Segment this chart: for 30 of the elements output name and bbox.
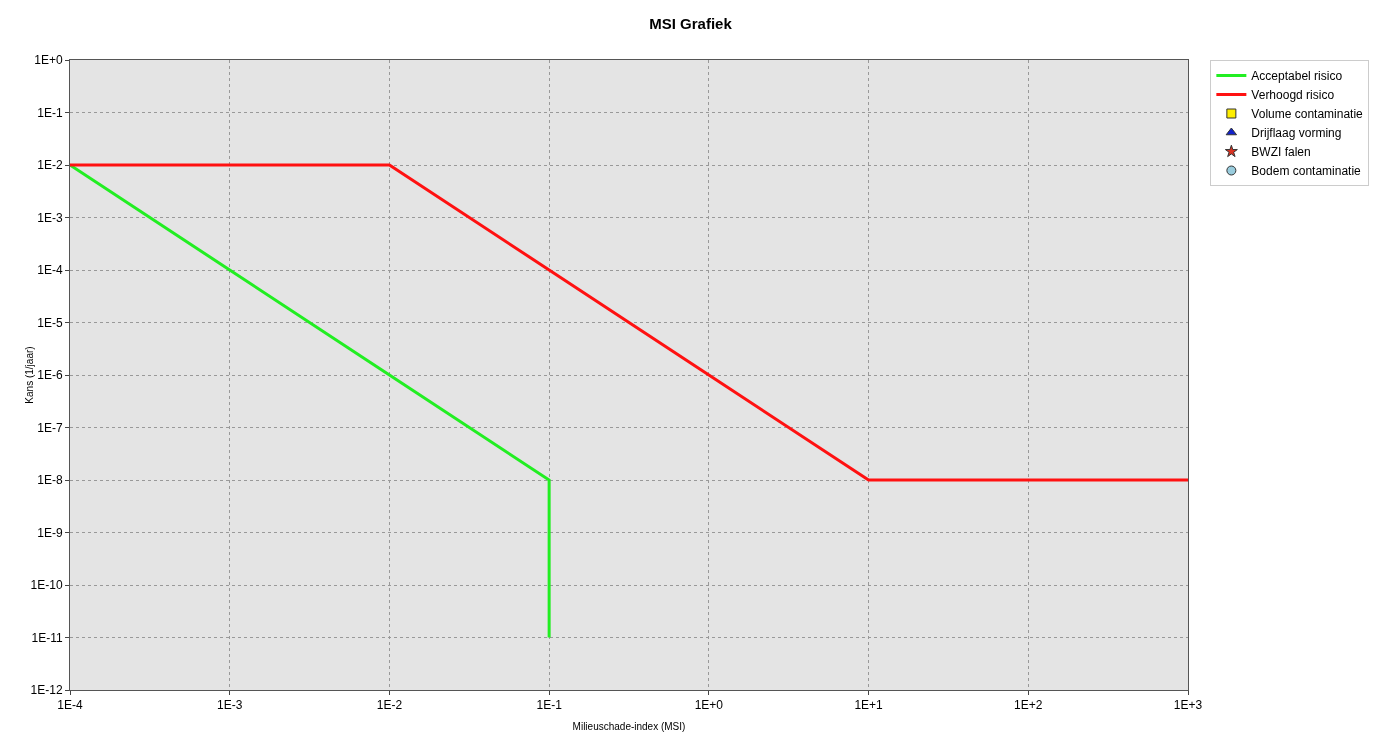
y-tick-label: 1E-3 bbox=[37, 210, 63, 225]
x-tick-label: 1E+1 bbox=[854, 698, 884, 713]
legend-label: Bodem contaminatie bbox=[1251, 164, 1362, 179]
chart-title: MSI Grafiek bbox=[649, 15, 733, 33]
y-tick-label: 1E-11 bbox=[31, 630, 63, 645]
x-tick-label: 1E-4 bbox=[57, 698, 83, 713]
y-tick-label: 1E-6 bbox=[37, 368, 63, 383]
x-tick-label: 1E-1 bbox=[536, 698, 563, 713]
x-tick-label: 1E+3 bbox=[1173, 698, 1203, 713]
y-tick-label: 1E-10 bbox=[30, 578, 63, 593]
x-tick-label: 1E+2 bbox=[1014, 698, 1043, 713]
legend-label: BWZI falen bbox=[1251, 145, 1311, 160]
legend-label: Acceptabel risico bbox=[1251, 69, 1343, 84]
x-tick-label: 1E-2 bbox=[376, 698, 403, 713]
x-axis-title: Milieuschade-index (MSI) bbox=[572, 721, 686, 732]
legend-label: Volume contaminatie bbox=[1251, 107, 1364, 122]
y-axis-title: Kans (1/jaar) bbox=[24, 346, 36, 404]
legend-label: Verhoogd risico bbox=[1251, 88, 1335, 103]
y-tick-label: 1E-8 bbox=[37, 473, 63, 488]
y-tick-label: 1E+0 bbox=[34, 53, 63, 68]
x-tick-label: 1E+0 bbox=[694, 698, 724, 713]
y-tick-label: 1E-12 bbox=[30, 683, 63, 698]
y-tick-label: 1E-7 bbox=[37, 420, 63, 435]
y-tick-label: 1E-2 bbox=[37, 158, 63, 173]
y-tick-label: 1E-4 bbox=[37, 263, 63, 278]
y-tick-label: 1E-1 bbox=[37, 105, 63, 120]
x-tick-label: 1E-3 bbox=[217, 698, 243, 713]
y-tick-label: 1E-5 bbox=[37, 315, 63, 330]
y-tick-label: 1E-9 bbox=[37, 525, 63, 540]
legend-label: Drijflaag vorming bbox=[1251, 126, 1342, 141]
